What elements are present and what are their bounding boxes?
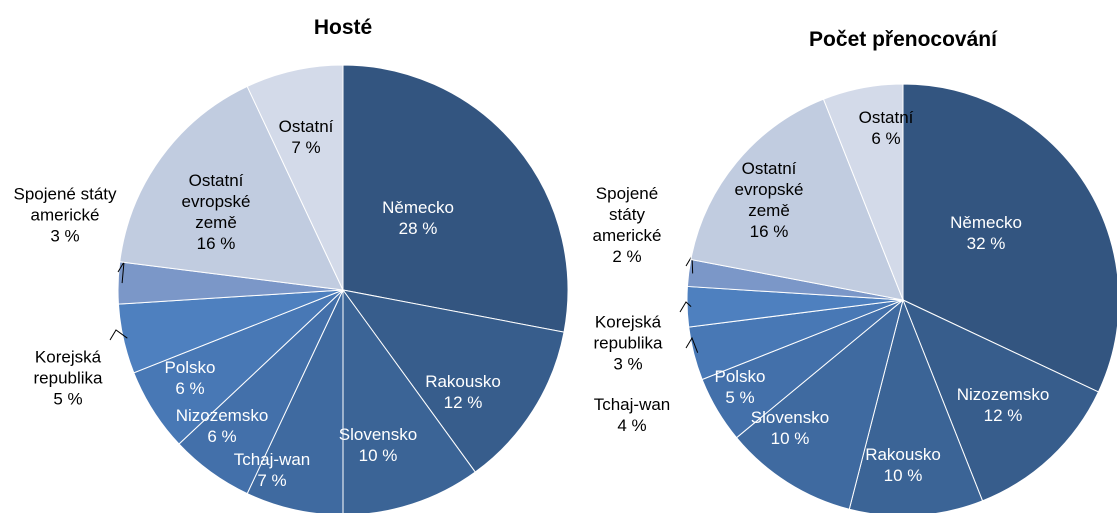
slice-label: Ostatní evropské země 16 % (166, 170, 266, 254)
value-label: 32 % (966, 234, 1006, 253)
value-label: 3 % (613, 354, 643, 374)
value-label: 3 % (50, 226, 80, 246)
value-label: 16 % (749, 222, 789, 241)
value-label: 10 % (358, 446, 398, 465)
category-label: Polsko (714, 367, 766, 386)
category-label: Německo (382, 198, 454, 217)
category-label: Spojené státy americké (13, 184, 117, 225)
value-label: 16 % (196, 234, 236, 253)
pie-slice (342, 288, 476, 513)
slice-label: Tchaj-wan 4 % (587, 394, 677, 436)
pie-slice (902, 299, 1100, 502)
pie-slice (119, 85, 344, 291)
slice-label: Nizozemsko 6 % (167, 405, 277, 447)
category-label: Polsko (164, 358, 216, 377)
slice-label: Tchaj-wan 7 % (217, 449, 327, 491)
slice-label: Slovensko 10 % (323, 424, 433, 466)
slice-label: Slovensko 10 % (735, 407, 845, 449)
value-label: 12 % (983, 406, 1023, 425)
slice-label: Spojené státy americké 2 % (577, 183, 677, 267)
slice-label: Rakousko 10 % (848, 444, 958, 486)
chart-title: Hosté (313, 16, 373, 39)
value-label: 5 % (53, 389, 83, 409)
slice-label: Německo 32 % (931, 212, 1041, 254)
chart-title: Počet přenocování (809, 28, 997, 51)
slice-label: Ostatní evropské země 16 % (719, 158, 819, 242)
slice-label: Korejská republika 5 % (18, 347, 118, 410)
category-label: Ostatní evropské země (181, 171, 251, 232)
value-label: 12 % (443, 393, 483, 412)
category-label: Ostatní (858, 108, 914, 127)
category-label: Ostatní (278, 117, 334, 136)
value-label: 4 % (617, 416, 647, 435)
category-label: Nizozemsko (175, 406, 269, 425)
value-label: 10 % (770, 429, 810, 448)
category-label: Německo (950, 213, 1022, 232)
category-label: Korejská republika (33, 347, 103, 388)
pie-slice (342, 64, 569, 333)
value-label: 28 % (398, 219, 438, 238)
slice-label: Ostatní 6 % (836, 107, 936, 149)
category-label: Ostatní evropské země (734, 159, 804, 220)
pie-slice (848, 298, 984, 513)
pie-slice (690, 98, 904, 301)
category-label: Rakousko (425, 372, 501, 391)
leader-line (109, 329, 128, 341)
pie-slice (735, 298, 904, 510)
value-label: 6 % (175, 379, 205, 398)
slice-label: Spojené státy americké 3 % (0, 184, 135, 247)
value-label: 10 % (883, 466, 923, 485)
slice-label: Německo 28 % (363, 197, 473, 239)
pie-slice (902, 83, 1117, 393)
leader-line (679, 301, 692, 313)
value-label: 7 % (291, 138, 321, 157)
value-label: 6 % (207, 427, 237, 446)
category-label: Korejská republika (593, 312, 663, 353)
slice-label: Korejská republika 3 % (581, 312, 676, 375)
category-label: Spojené státy americké (592, 184, 662, 245)
value-label: 5 % (725, 388, 755, 407)
leader-line (685, 336, 699, 353)
value-label: 7 % (257, 471, 287, 490)
value-label: 6 % (871, 129, 901, 148)
pie-slice (246, 64, 344, 291)
slice-label: Polsko 6 % (135, 357, 245, 399)
pie-slice (822, 83, 904, 301)
value-label: 2 % (612, 247, 642, 266)
category-label: Nizozemsko (956, 385, 1050, 404)
slice-label: Ostatní 7 % (256, 116, 356, 158)
category-label: Rakousko (865, 445, 941, 464)
category-label: Slovensko (750, 408, 830, 427)
category-label: Tchaj-wan (593, 395, 671, 414)
slice-label: Polsko 5 % (685, 366, 795, 408)
slice-label: Nizozemsko 12 % (948, 384, 1058, 426)
category-label: Tchaj-wan (233, 450, 311, 469)
slice-label: Rakousko 12 % (408, 371, 518, 413)
pie-slice (341, 289, 565, 473)
category-label: Slovensko (338, 425, 418, 444)
